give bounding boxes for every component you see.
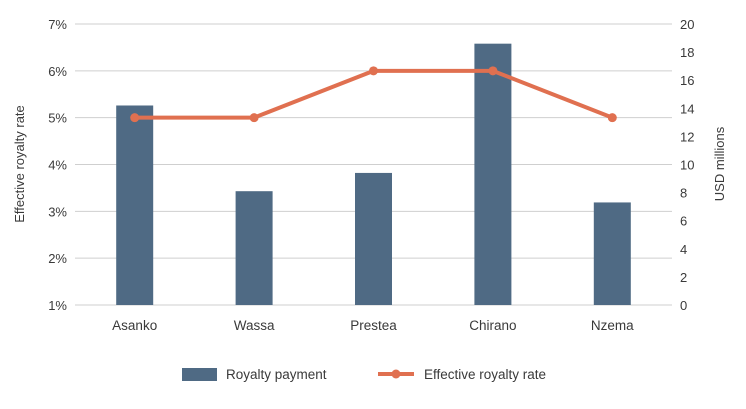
right-tick-label: 4 <box>680 242 687 257</box>
bar-series <box>116 43 631 306</box>
left-axis-ticks: 1% 2% 3% 4% 5% 6% 7% <box>48 17 67 313</box>
right-tick-label: 6 <box>680 214 687 229</box>
category-label: Asanko <box>112 318 157 333</box>
legend-line-label: Effective royalty rate <box>424 367 546 382</box>
rate-point-chirano <box>488 66 498 76</box>
right-tick-label: 12 <box>680 129 694 144</box>
left-tick-label: 2% <box>48 251 67 266</box>
right-tick-label: 14 <box>680 101 694 116</box>
right-tick-label: 0 <box>680 298 687 313</box>
bar-chirano <box>474 43 512 306</box>
right-tick-label: 8 <box>680 186 687 201</box>
bar-wassa <box>235 191 273 305</box>
left-tick-label: 4% <box>48 158 67 173</box>
bar-asanko <box>116 105 154 306</box>
left-tick-label: 7% <box>48 17 67 32</box>
category-label: Chirano <box>469 318 516 333</box>
rate-point-asanko <box>130 113 140 123</box>
bar-prestea <box>355 172 392 305</box>
right-tick-label: 20 <box>680 17 694 32</box>
right-axis-ticks: 0 2 4 6 8 10 12 14 16 18 20 <box>680 17 694 313</box>
left-tick-label: 5% <box>48 111 67 126</box>
category-label: Nzema <box>591 318 634 333</box>
right-tick-label: 10 <box>680 158 694 173</box>
legend: Royalty payment Effective royalty rate <box>182 367 546 382</box>
left-tick-label: 1% <box>48 298 67 313</box>
left-tick-label: 6% <box>48 64 67 79</box>
legend-line-marker <box>391 369 401 379</box>
bar-nzema <box>593 202 631 305</box>
rate-point-wassa <box>249 113 259 123</box>
right-tick-label: 18 <box>680 45 694 60</box>
left-axis-title: Effective royalty rate <box>12 105 27 223</box>
legend-bar-swatch <box>182 368 217 381</box>
right-axis-title: USD millions <box>712 126 727 201</box>
category-label: Prestea <box>350 318 397 333</box>
right-tick-label: 16 <box>680 73 694 88</box>
left-tick-label: 3% <box>48 204 67 219</box>
rate-point-prestea <box>369 66 378 76</box>
category-labels: Asanko Wassa Prestea Chirano Nzema <box>112 318 634 333</box>
category-label: Wassa <box>234 318 275 333</box>
rate-line <box>132 68 615 120</box>
legend-bar-label: Royalty payment <box>226 367 327 382</box>
right-tick-label: 2 <box>680 270 687 285</box>
line-series <box>130 66 617 123</box>
rate-point-nzema <box>607 113 617 123</box>
